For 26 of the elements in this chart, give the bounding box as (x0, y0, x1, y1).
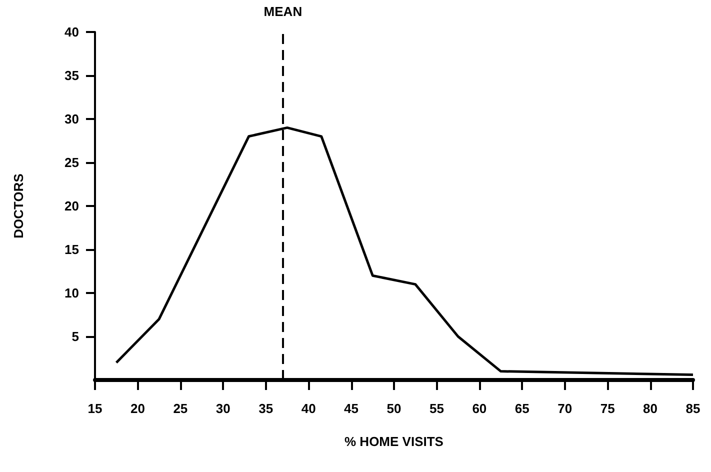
x-tick-label: 45 (344, 401, 359, 416)
y-axis-title: DOCTORS (11, 173, 26, 238)
x-tick-label: 55 (429, 401, 444, 416)
x-tick-label: 65 (514, 401, 530, 416)
y-tick-label: 40 (64, 24, 79, 40)
y-tick-label: 30 (64, 112, 79, 126)
y-tick-label: 25 (64, 155, 79, 170)
x-tick-label: 70 (558, 401, 572, 416)
y-tick-label: 10 (64, 286, 79, 300)
x-tick-label: 80 (643, 401, 658, 416)
y-tick-label: 35 (64, 68, 79, 83)
x-tick-label: 30 (216, 401, 230, 416)
x-tick-label: 25 (173, 401, 188, 416)
y-tick-label: 20 (64, 198, 79, 214)
y-tick-label: 5 (72, 329, 79, 344)
y-tick-label: 15 (64, 242, 79, 257)
x-tick-label: 60 (472, 401, 487, 416)
x-tick-label: 50 (386, 401, 402, 416)
x-tick-label: 40 (301, 401, 316, 416)
ref-line-label: MEAN (264, 4, 302, 19)
x-tick-label: 15 (88, 401, 102, 416)
x-tick-label: 20 (130, 401, 145, 416)
x-tick-label: 35 (258, 401, 274, 416)
x-tick-label: 75 (600, 401, 615, 416)
x-axis-title: % HOME VISITS (344, 434, 444, 449)
x-tick-label: 85 (686, 401, 700, 416)
